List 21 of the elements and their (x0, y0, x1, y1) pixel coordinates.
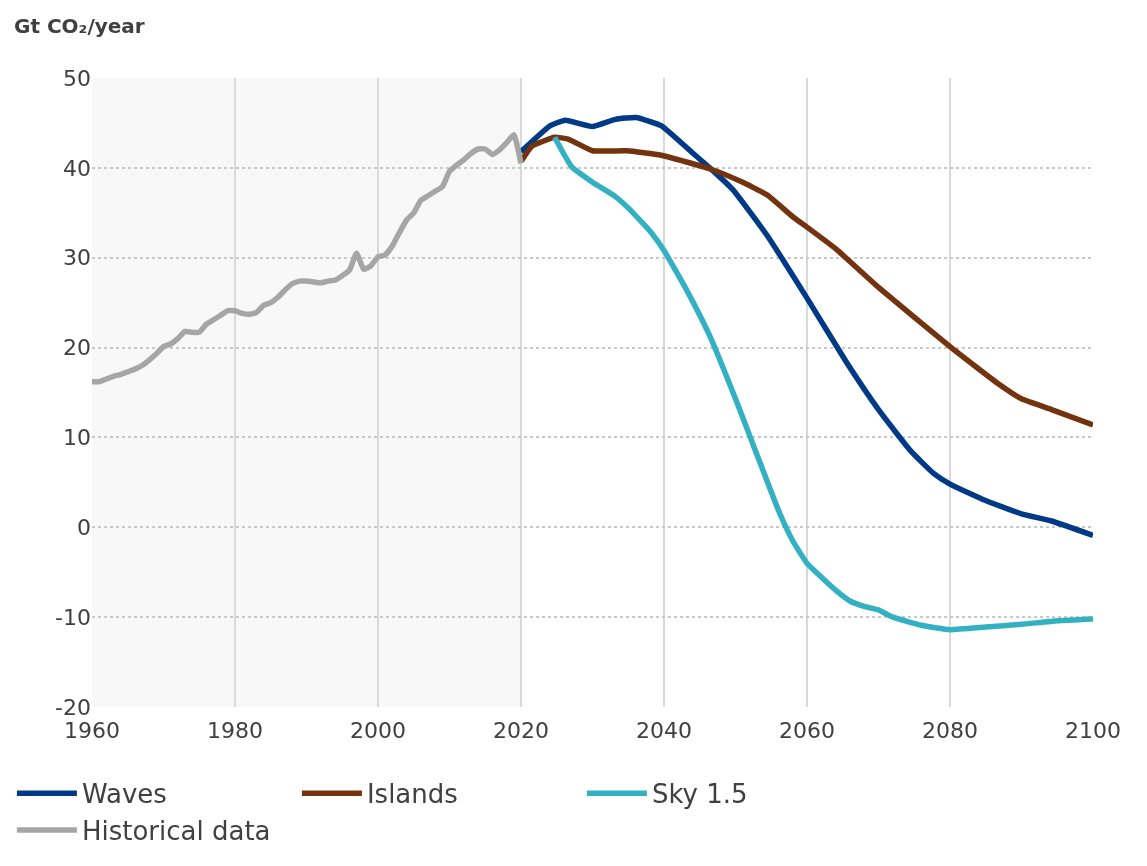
legend-label: Sky 1.5 (651, 779, 748, 810)
legend-label: Islands (366, 779, 458, 810)
y-tick-label: 30 (63, 245, 91, 271)
y-axis-title: Gt CO₂/year (14, 14, 145, 38)
y-tick-label: 10 (63, 425, 91, 451)
y-tick-label: -10 (55, 604, 91, 630)
y-tick-label: 0 (77, 514, 91, 540)
x-tick-label: 2080 (922, 718, 978, 743)
x-tick-label: 2020 (493, 718, 549, 743)
y-tick-label: 20 (63, 335, 91, 361)
y-tick-label: 50 (63, 65, 91, 91)
legend-label: Historical data (81, 816, 271, 847)
y-tick-label: 40 (63, 155, 91, 181)
x-tick-label: 1980 (207, 718, 263, 743)
x-tick-label: 2060 (779, 718, 835, 743)
legend-label: Waves (81, 779, 167, 810)
x-tick-label: 2000 (350, 718, 406, 743)
x-tick-label: 1960 (64, 718, 120, 743)
y-tick-label: -20 (55, 694, 91, 720)
x-tick-label: 2040 (636, 718, 692, 743)
x-tick-label: 2100 (1065, 718, 1121, 743)
